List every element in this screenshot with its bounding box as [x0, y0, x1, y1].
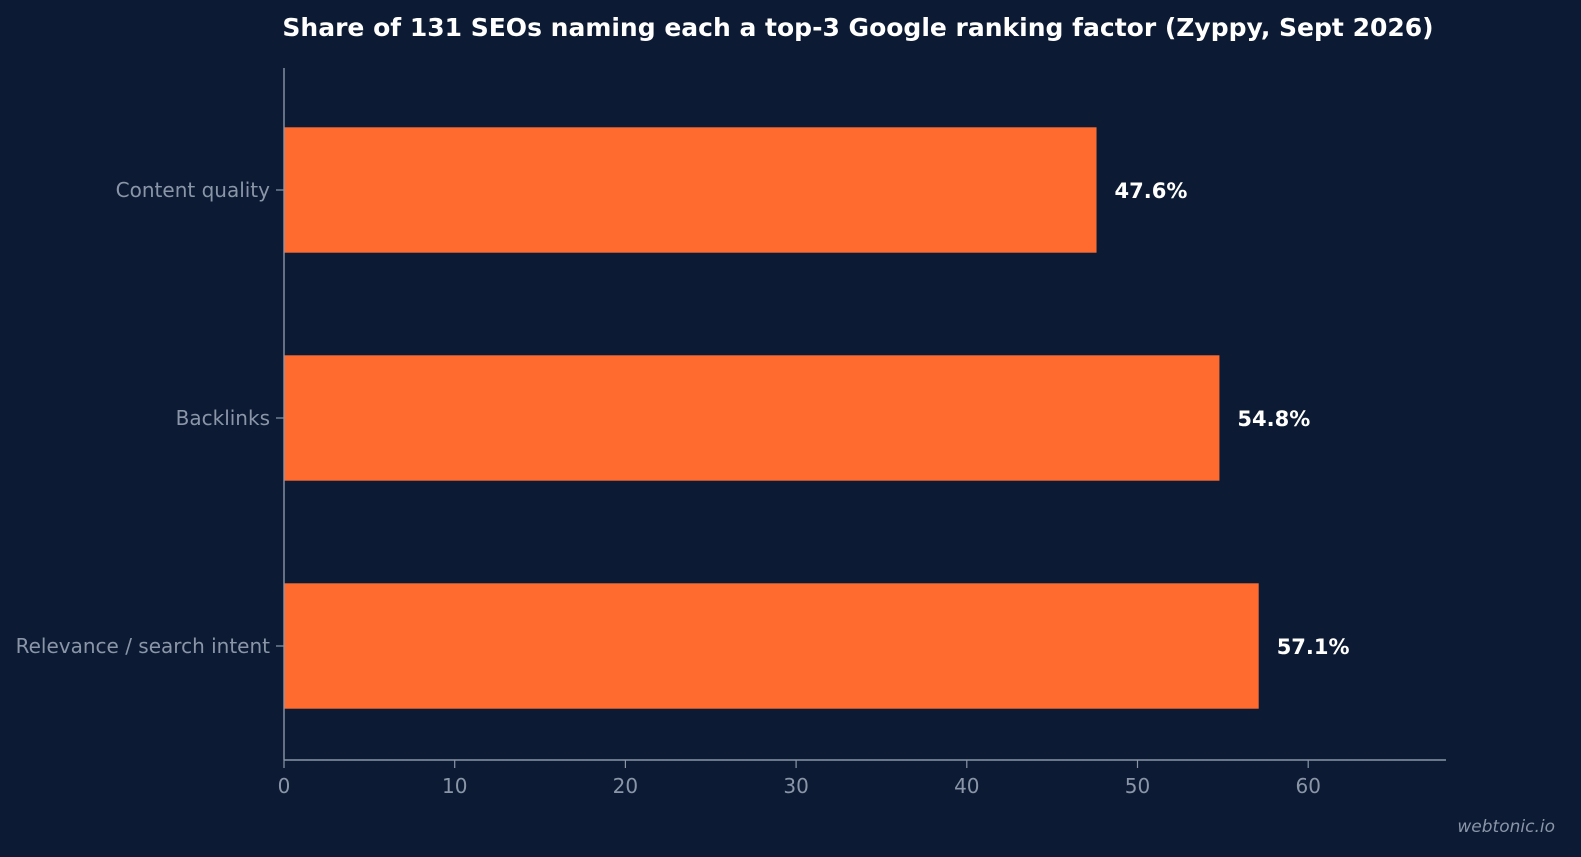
bar-value-label: 47.6%: [1115, 179, 1188, 203]
y-tick-label: Relevance / search intent: [16, 634, 271, 658]
bar: [284, 127, 1097, 253]
bar-value-label: 54.8%: [1237, 407, 1310, 431]
x-tick-label: 30: [783, 774, 808, 798]
y-tick-label: Backlinks: [176, 406, 270, 430]
x-tick-label: 40: [954, 774, 979, 798]
bars-layer: 47.6% 54.8% 57.1%: [284, 127, 1350, 709]
bar: [284, 355, 1220, 481]
x-tick-label: 0: [278, 774, 291, 798]
bar-value-label: 57.1%: [1277, 635, 1350, 659]
y-tick-label: Content quality: [116, 178, 270, 202]
x-tick-label: 60: [1295, 774, 1320, 798]
x-tick-label: 20: [613, 774, 638, 798]
watermark: webtonic.io: [1457, 817, 1555, 837]
x-tick-label: 10: [442, 774, 467, 798]
x-tick-label: 50: [1125, 774, 1150, 798]
chart-title: Share of 131 SEOs naming each a top-3 Go…: [282, 13, 1434, 42]
bar: [284, 583, 1259, 709]
axes-layer: Content quality Backlinks Relevance / sear…: [16, 68, 1446, 798]
